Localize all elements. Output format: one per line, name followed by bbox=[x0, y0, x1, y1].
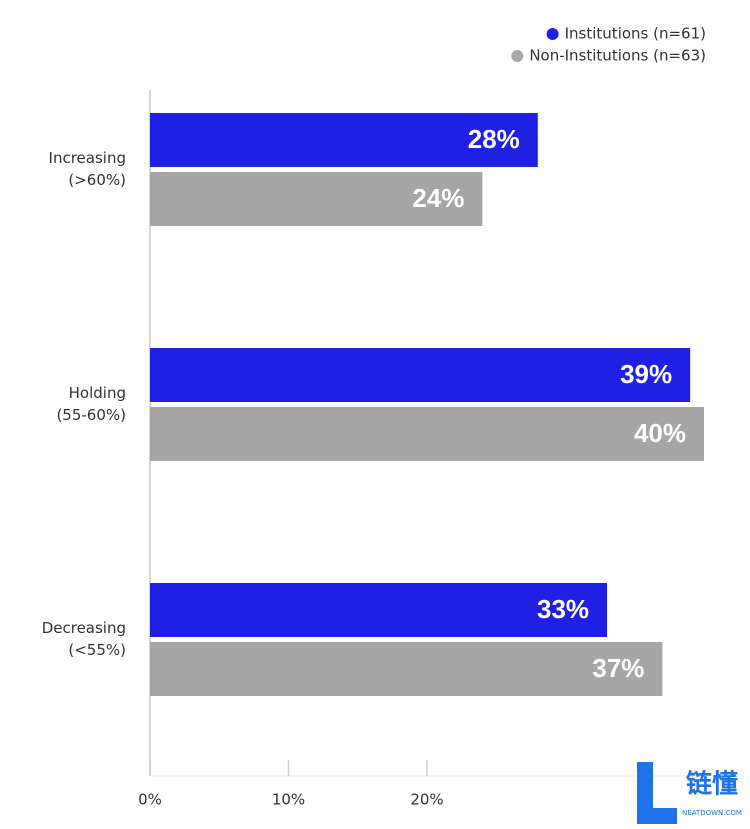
category-label: Decreasing bbox=[42, 619, 126, 637]
value-label: 28% bbox=[468, 124, 520, 154]
bar bbox=[150, 348, 691, 402]
legend-label: Non-Institutions (n=63) bbox=[529, 47, 706, 65]
category-label: Holding bbox=[69, 384, 126, 402]
watermark-subtext: NEATDOWN.COM bbox=[682, 809, 742, 817]
bar bbox=[150, 583, 608, 637]
value-label: 33% bbox=[537, 594, 589, 624]
watermark-text: 链懂 bbox=[686, 769, 738, 800]
legend-marker bbox=[546, 28, 559, 40]
x-tick-label: 20% bbox=[410, 791, 443, 809]
legend-marker bbox=[511, 50, 524, 62]
bar bbox=[150, 172, 483, 226]
bar bbox=[150, 407, 704, 461]
legend-label: Institutions (n=61) bbox=[565, 25, 706, 43]
x-tick-label: 0% bbox=[138, 791, 162, 809]
value-label: 24% bbox=[412, 183, 464, 213]
x-tick-label: 10% bbox=[272, 791, 305, 809]
category-label: Increasing bbox=[49, 149, 126, 167]
watermark-logo bbox=[637, 808, 677, 824]
bar bbox=[150, 113, 538, 167]
watermark: 链懂 NEATDOWN.COM bbox=[637, 762, 742, 824]
category-label: (>60%) bbox=[68, 171, 126, 189]
category-label: (<55%) bbox=[68, 641, 126, 659]
category-label: (55-60%) bbox=[56, 406, 126, 424]
value-label: 37% bbox=[592, 653, 644, 683]
bar bbox=[150, 642, 663, 696]
value-label: 39% bbox=[620, 359, 672, 389]
value-label: 40% bbox=[634, 418, 686, 448]
